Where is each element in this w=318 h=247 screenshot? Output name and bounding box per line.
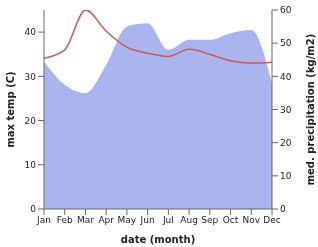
svg-text:Nov: Nov — [242, 215, 260, 225]
svg-text:40: 40 — [25, 27, 37, 37]
svg-text:Dec: Dec — [263, 215, 280, 225]
svg-text:0: 0 — [30, 204, 36, 214]
svg-text:Jun: Jun — [140, 215, 155, 225]
svg-text:Jul: Jul — [162, 215, 174, 225]
svg-text:Sep: Sep — [201, 215, 218, 225]
svg-text:Feb: Feb — [57, 215, 73, 225]
svg-text:Aug: Aug — [180, 215, 198, 225]
svg-text:Mar: Mar — [77, 215, 94, 225]
svg-text:date (month): date (month) — [121, 234, 195, 245]
svg-text:Jan: Jan — [36, 215, 51, 225]
svg-text:30: 30 — [25, 72, 37, 82]
svg-text:10: 10 — [25, 160, 37, 170]
svg-text:Oct: Oct — [223, 215, 239, 225]
svg-text:med. precipitation (kg/m2): med. precipitation (kg/m2) — [305, 34, 310, 186]
svg-text:30: 30 — [280, 105, 292, 115]
svg-text:40: 40 — [280, 72, 292, 82]
svg-text:0: 0 — [280, 204, 286, 214]
svg-text:60: 60 — [280, 5, 292, 15]
svg-text:20: 20 — [25, 116, 37, 126]
svg-text:Apr: Apr — [98, 215, 114, 225]
svg-text:10: 10 — [280, 171, 292, 181]
svg-text:50: 50 — [280, 38, 292, 48]
svg-text:May: May — [118, 215, 137, 225]
svg-text:20: 20 — [280, 138, 292, 148]
svg-text:max temp (C): max temp (C) — [8, 71, 16, 147]
